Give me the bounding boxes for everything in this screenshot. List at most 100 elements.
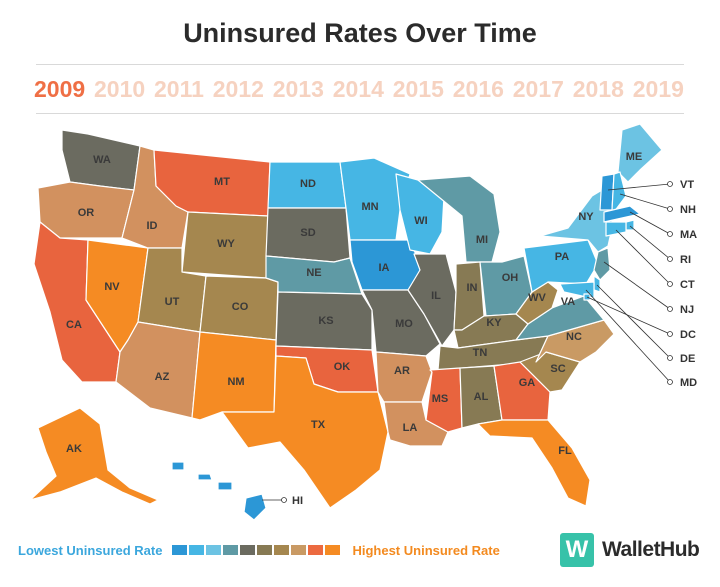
state-TX[interactable] — [221, 355, 389, 509]
state-HI-islands — [171, 461, 185, 471]
callout-labels: VT NH MA RI CT NJ DC DE MD HI — [292, 179, 697, 507]
callout-label-MD: MD — [680, 377, 697, 389]
callout-label-NJ: NJ — [680, 304, 694, 316]
state-AK[interactable] — [29, 407, 159, 505]
state-FL[interactable] — [477, 419, 591, 507]
state-labels: WA OR CA NV ID MT WY UT AZ CO NM ND SD N… — [66, 151, 642, 457]
state-HI[interactable] — [243, 493, 267, 521]
year-tab-2011[interactable]: 2011 — [154, 76, 204, 102]
label-CO: CO — [232, 301, 249, 313]
callout-dot-NH — [667, 206, 673, 212]
state-LA[interactable] — [383, 401, 449, 447]
callout-line-VT — [607, 183, 671, 191]
state-MI[interactable] — [417, 175, 501, 263]
state-CT[interactable] — [605, 221, 627, 237]
callout-dot-RI — [667, 256, 673, 262]
year-tab-2016[interactable]: 2016 — [452, 76, 504, 102]
label-FL: FL — [558, 445, 572, 457]
year-tab-2010[interactable]: 2010 — [94, 76, 146, 102]
label-IL: IL — [431, 290, 441, 302]
legend-swatch-7 — [274, 545, 290, 555]
label-MN: MN — [361, 201, 378, 213]
legend-high-label: Highest Uninsured Rate — [352, 542, 500, 558]
legend-swatch-8 — [291, 545, 307, 555]
label-CA: CA — [66, 319, 82, 331]
year-tab-2009[interactable]: 2009 — [34, 76, 86, 102]
year-selector: 2009 2010 2011 2012 2013 2014 2015 2016 … — [34, 76, 684, 103]
callout-label-DC: DC — [680, 329, 696, 341]
wallethub-wordmark: WalletHub — [602, 538, 700, 561]
year-tab-2013[interactable]: 2013 — [272, 76, 324, 102]
label-NE: NE — [306, 267, 321, 279]
year-tab-2018[interactable]: 2018 — [572, 76, 624, 102]
state-MA[interactable] — [603, 205, 641, 223]
state-GA[interactable] — [493, 361, 551, 421]
label-SC: SC — [550, 363, 565, 375]
callout-label-CT: CT — [680, 279, 695, 291]
label-NC: NC — [566, 331, 582, 343]
callout-dot-VT — [667, 181, 673, 187]
label-ME: ME — [626, 151, 643, 163]
callout-dot-HI — [281, 497, 287, 503]
us-map: WA OR CA NV ID MT WY UT AZ CO NM ND SD N… — [29, 123, 697, 521]
label-NV: NV — [104, 281, 120, 293]
top-divider — [36, 64, 684, 65]
label-PA: PA — [555, 251, 570, 263]
legend-swatch-1 — [172, 545, 188, 555]
legend-swatch-9 — [308, 545, 324, 555]
legend-swatch-4 — [223, 545, 239, 555]
label-MI: MI — [476, 234, 488, 246]
legend-low-label: Lowest Uninsured Rate — [18, 542, 163, 558]
callout-dot-MA — [667, 231, 673, 237]
state-AR[interactable] — [375, 351, 433, 403]
callout-label-HI: HI — [292, 495, 303, 507]
label-IA: IA — [379, 262, 390, 274]
state-MN[interactable] — [339, 157, 411, 241]
year-tab-2015[interactable]: 2015 — [392, 76, 444, 102]
label-OH: OH — [502, 272, 519, 284]
state-NJ[interactable] — [593, 247, 611, 281]
label-MS: MS — [432, 393, 449, 405]
callout-dot-MD — [667, 379, 673, 385]
state-HI-islands-3 — [217, 481, 233, 491]
callout-line-DC — [586, 296, 671, 335]
callout-dot-NJ — [667, 306, 673, 312]
wallethub-brand[interactable]: W WalletHub — [560, 528, 700, 572]
callout-line-NJ — [603, 261, 671, 310]
callout-label-RI: RI — [680, 254, 691, 266]
legend-swatch-2 — [189, 545, 205, 555]
callout-label-DE: DE — [680, 353, 695, 365]
label-LA: LA — [403, 422, 418, 434]
legend-swatch-5 — [240, 545, 256, 555]
label-AR: AR — [394, 365, 410, 377]
year-tab-2014[interactable]: 2014 — [332, 76, 384, 102]
label-KS: KS — [318, 315, 333, 327]
label-VA: VA — [561, 296, 576, 308]
year-tab-2019[interactable]: 2019 — [632, 76, 684, 102]
callout-line-MA — [629, 211, 671, 235]
state-ME[interactable] — [617, 123, 663, 183]
callout-line-CT — [615, 229, 671, 285]
callout-label-MA: MA — [680, 229, 697, 241]
callout-label-VT: VT — [680, 179, 694, 191]
label-AL: AL — [474, 391, 489, 403]
callout-line-MD — [585, 289, 671, 383]
label-NM: NM — [227, 376, 244, 388]
state-KS[interactable] — [275, 291, 373, 351]
year-tab-2012[interactable]: 2012 — [212, 76, 264, 102]
legend-swatch-10 — [325, 545, 341, 555]
state-NH[interactable] — [611, 171, 627, 213]
label-MT: MT — [214, 176, 230, 188]
year-tab-2017[interactable]: 2017 — [512, 76, 564, 102]
label-MO: MO — [395, 318, 413, 330]
label-WY: WY — [217, 238, 235, 250]
callout-dot-DC — [667, 331, 673, 337]
label-TN: TN — [473, 347, 488, 359]
callout-line-NH — [619, 193, 671, 210]
callout-dot-CT — [667, 281, 673, 287]
label-SD: SD — [300, 227, 315, 239]
label-WA: WA — [93, 154, 111, 166]
callout-line-RI — [629, 225, 671, 260]
label-OK: OK — [334, 361, 351, 373]
label-ND: ND — [300, 178, 316, 190]
